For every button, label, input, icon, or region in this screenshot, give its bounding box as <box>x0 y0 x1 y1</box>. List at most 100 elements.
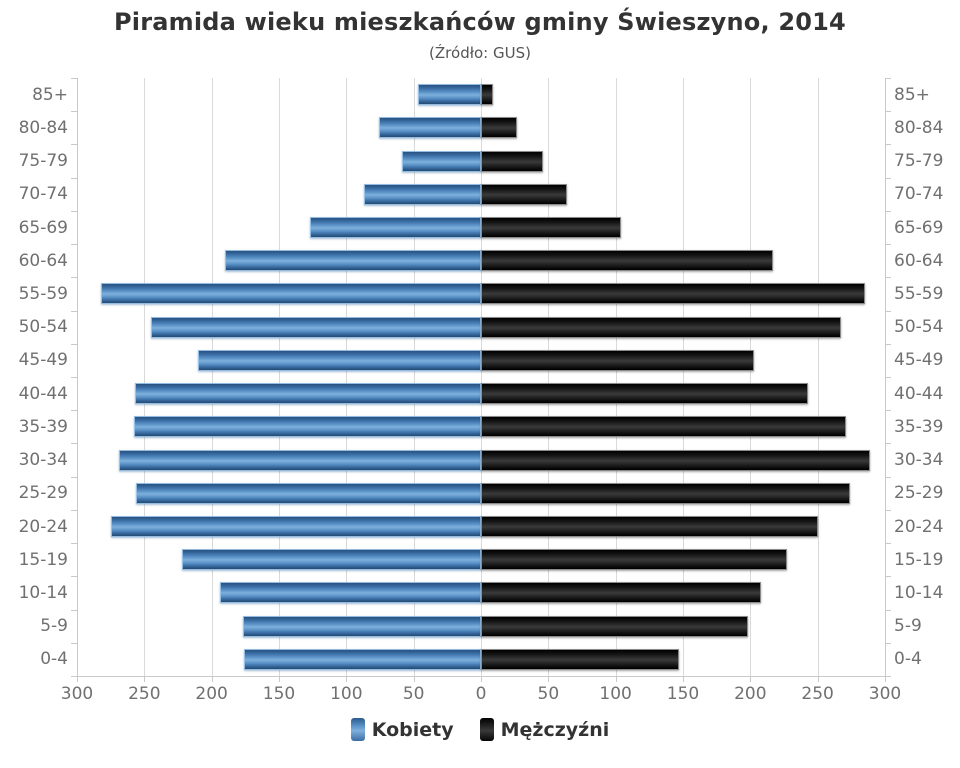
y-axis-tick-left <box>71 277 77 279</box>
legend-item-mezczyzni[interactable]: Mężczyźni <box>479 718 609 741</box>
y-axis-tick-right <box>885 543 891 545</box>
x-axis-label: 150 <box>262 684 296 704</box>
x-axis-line <box>77 676 886 677</box>
bar-mezczyzni-40-44[interactable] <box>481 383 809 405</box>
y-axis-label-left: 5-9 <box>40 616 68 637</box>
x-axis-label: 50 <box>402 684 425 704</box>
bar-mezczyzni-85+[interactable] <box>481 84 494 106</box>
bar-kobiety-45-49[interactable] <box>198 349 481 371</box>
y-axis-label-right: 0-4 <box>894 649 922 670</box>
y-axis-tick-left <box>71 210 77 212</box>
y-axis-label-left: 10-14 <box>18 582 68 603</box>
y-axis-label-left: 75-79 <box>18 151 68 172</box>
bar-kobiety-0-4[interactable] <box>243 648 481 670</box>
y-axis-tick-left <box>71 609 77 611</box>
y-axis-label-right: 70-74 <box>894 184 944 205</box>
y-axis-tick-left <box>71 642 77 644</box>
y-axis-label-right: 50-54 <box>894 317 944 338</box>
bar-mezczyzni-65-69[interactable] <box>481 217 622 238</box>
y-axis-label-left: 60-64 <box>18 250 68 271</box>
bar-mezczyzni-70-74[interactable] <box>481 183 568 205</box>
y-axis-tick-right <box>885 642 891 644</box>
bar-kobiety-85+[interactable] <box>417 84 481 106</box>
x-axis-label: 100 <box>599 684 632 704</box>
bar-kobiety-60-64[interactable] <box>225 250 481 272</box>
plot-area <box>77 78 885 676</box>
bar-kobiety-5-9[interactable] <box>242 615 481 637</box>
bar-mezczyzni-20-24[interactable] <box>481 516 818 537</box>
y-axis-tick-right <box>885 277 891 279</box>
gridline <box>683 78 684 676</box>
bar-mezczyzni-15-19[interactable] <box>481 549 787 571</box>
y-axis-tick-left <box>71 576 77 578</box>
y-axis-tick-right <box>885 410 891 412</box>
kobiety-swatch-icon <box>350 718 365 741</box>
gridline <box>615 78 617 676</box>
gridline <box>279 78 280 676</box>
bar-kobiety-35-39[interactable] <box>133 416 481 438</box>
bar-mezczyzni-55-59[interactable] <box>481 283 865 305</box>
x-axis-label: 150 <box>666 684 700 704</box>
bar-mezczyzni-35-39[interactable] <box>481 416 846 438</box>
y-axis-label-right: 40-44 <box>894 383 944 404</box>
y-axis-label-right: 5-9 <box>894 616 922 637</box>
x-axis-label: 100 <box>330 684 363 704</box>
bar-mezczyzni-75-79[interactable] <box>481 150 543 172</box>
bar-mezczyzni-25-29[interactable] <box>481 482 850 504</box>
y-axis-label-right: 85+ <box>894 84 930 105</box>
bar-kobiety-25-29[interactable] <box>136 482 481 504</box>
bar-kobiety-50-54[interactable] <box>151 316 481 338</box>
y-axis-label-right: 65-69 <box>894 217 944 238</box>
y-axis-label-right: 15-19 <box>894 549 944 570</box>
y-axis-label-left: 20-24 <box>18 516 68 537</box>
bar-mezczyzni-5-9[interactable] <box>481 615 748 637</box>
y-axis-tick-left <box>71 343 77 345</box>
y-axis-tick-left <box>71 177 77 179</box>
bar-mezczyzni-80-84[interactable] <box>481 117 518 139</box>
bar-kobiety-55-59[interactable] <box>101 283 481 305</box>
y-axis-tick-right <box>885 377 891 378</box>
x-axis-tick <box>413 677 415 682</box>
y-axis-tick-left <box>71 543 77 545</box>
bar-mezczyzni-0-4[interactable] <box>481 648 679 670</box>
y-axis-label-left: 65-69 <box>18 217 68 238</box>
y-axis-tick-left <box>71 410 77 412</box>
y-axis-tick-left <box>71 144 77 146</box>
bar-kobiety-20-24[interactable] <box>110 516 481 537</box>
bar-kobiety-70-74[interactable] <box>363 183 481 205</box>
bar-kobiety-10-14[interactable] <box>219 582 481 604</box>
bar-kobiety-15-19[interactable] <box>182 549 481 571</box>
y-axis-label-right: 20-24 <box>894 516 944 537</box>
y-axis-tick-left <box>71 78 77 79</box>
bar-mezczyzni-45-49[interactable] <box>481 349 755 371</box>
y-axis-tick-right <box>885 343 891 345</box>
bar-kobiety-30-34[interactable] <box>118 449 481 471</box>
y-axis-tick-left <box>71 509 77 511</box>
bar-mezczyzni-50-54[interactable] <box>481 316 841 338</box>
y-axis-tick-left <box>71 476 77 478</box>
bar-kobiety-75-79[interactable] <box>401 150 481 172</box>
gridline <box>346 78 348 676</box>
gridline <box>750 78 752 676</box>
bar-kobiety-40-44[interactable] <box>134 383 481 405</box>
y-axis-label-left: 35-39 <box>18 416 68 437</box>
x-axis-label: 200 <box>195 684 228 704</box>
bar-kobiety-80-84[interactable] <box>378 117 481 139</box>
y-axis-label-left: 45-49 <box>18 350 68 371</box>
y-axis-tick-right <box>885 210 891 212</box>
y-axis-label-left: 70-74 <box>18 184 68 205</box>
bar-mezczyzni-30-34[interactable] <box>481 449 871 471</box>
x-axis-tick <box>750 677 752 682</box>
legend-item-kobiety[interactable]: Kobiety <box>350 718 454 741</box>
x-axis-tick <box>211 677 213 682</box>
gridline <box>413 78 415 676</box>
bar-kobiety-65-69[interactable] <box>309 217 481 238</box>
x-axis-label: 0 <box>475 684 487 704</box>
bar-mezczyzni-60-64[interactable] <box>481 250 774 272</box>
bar-mezczyzni-10-14[interactable] <box>481 582 762 604</box>
y-axis-label-left: 50-54 <box>18 317 68 338</box>
y-axis-label-left: 85+ <box>32 84 68 105</box>
x-axis-tick <box>683 677 684 682</box>
chart-title: Piramida wieku mieszkańców gminy Świeszy… <box>114 8 846 36</box>
